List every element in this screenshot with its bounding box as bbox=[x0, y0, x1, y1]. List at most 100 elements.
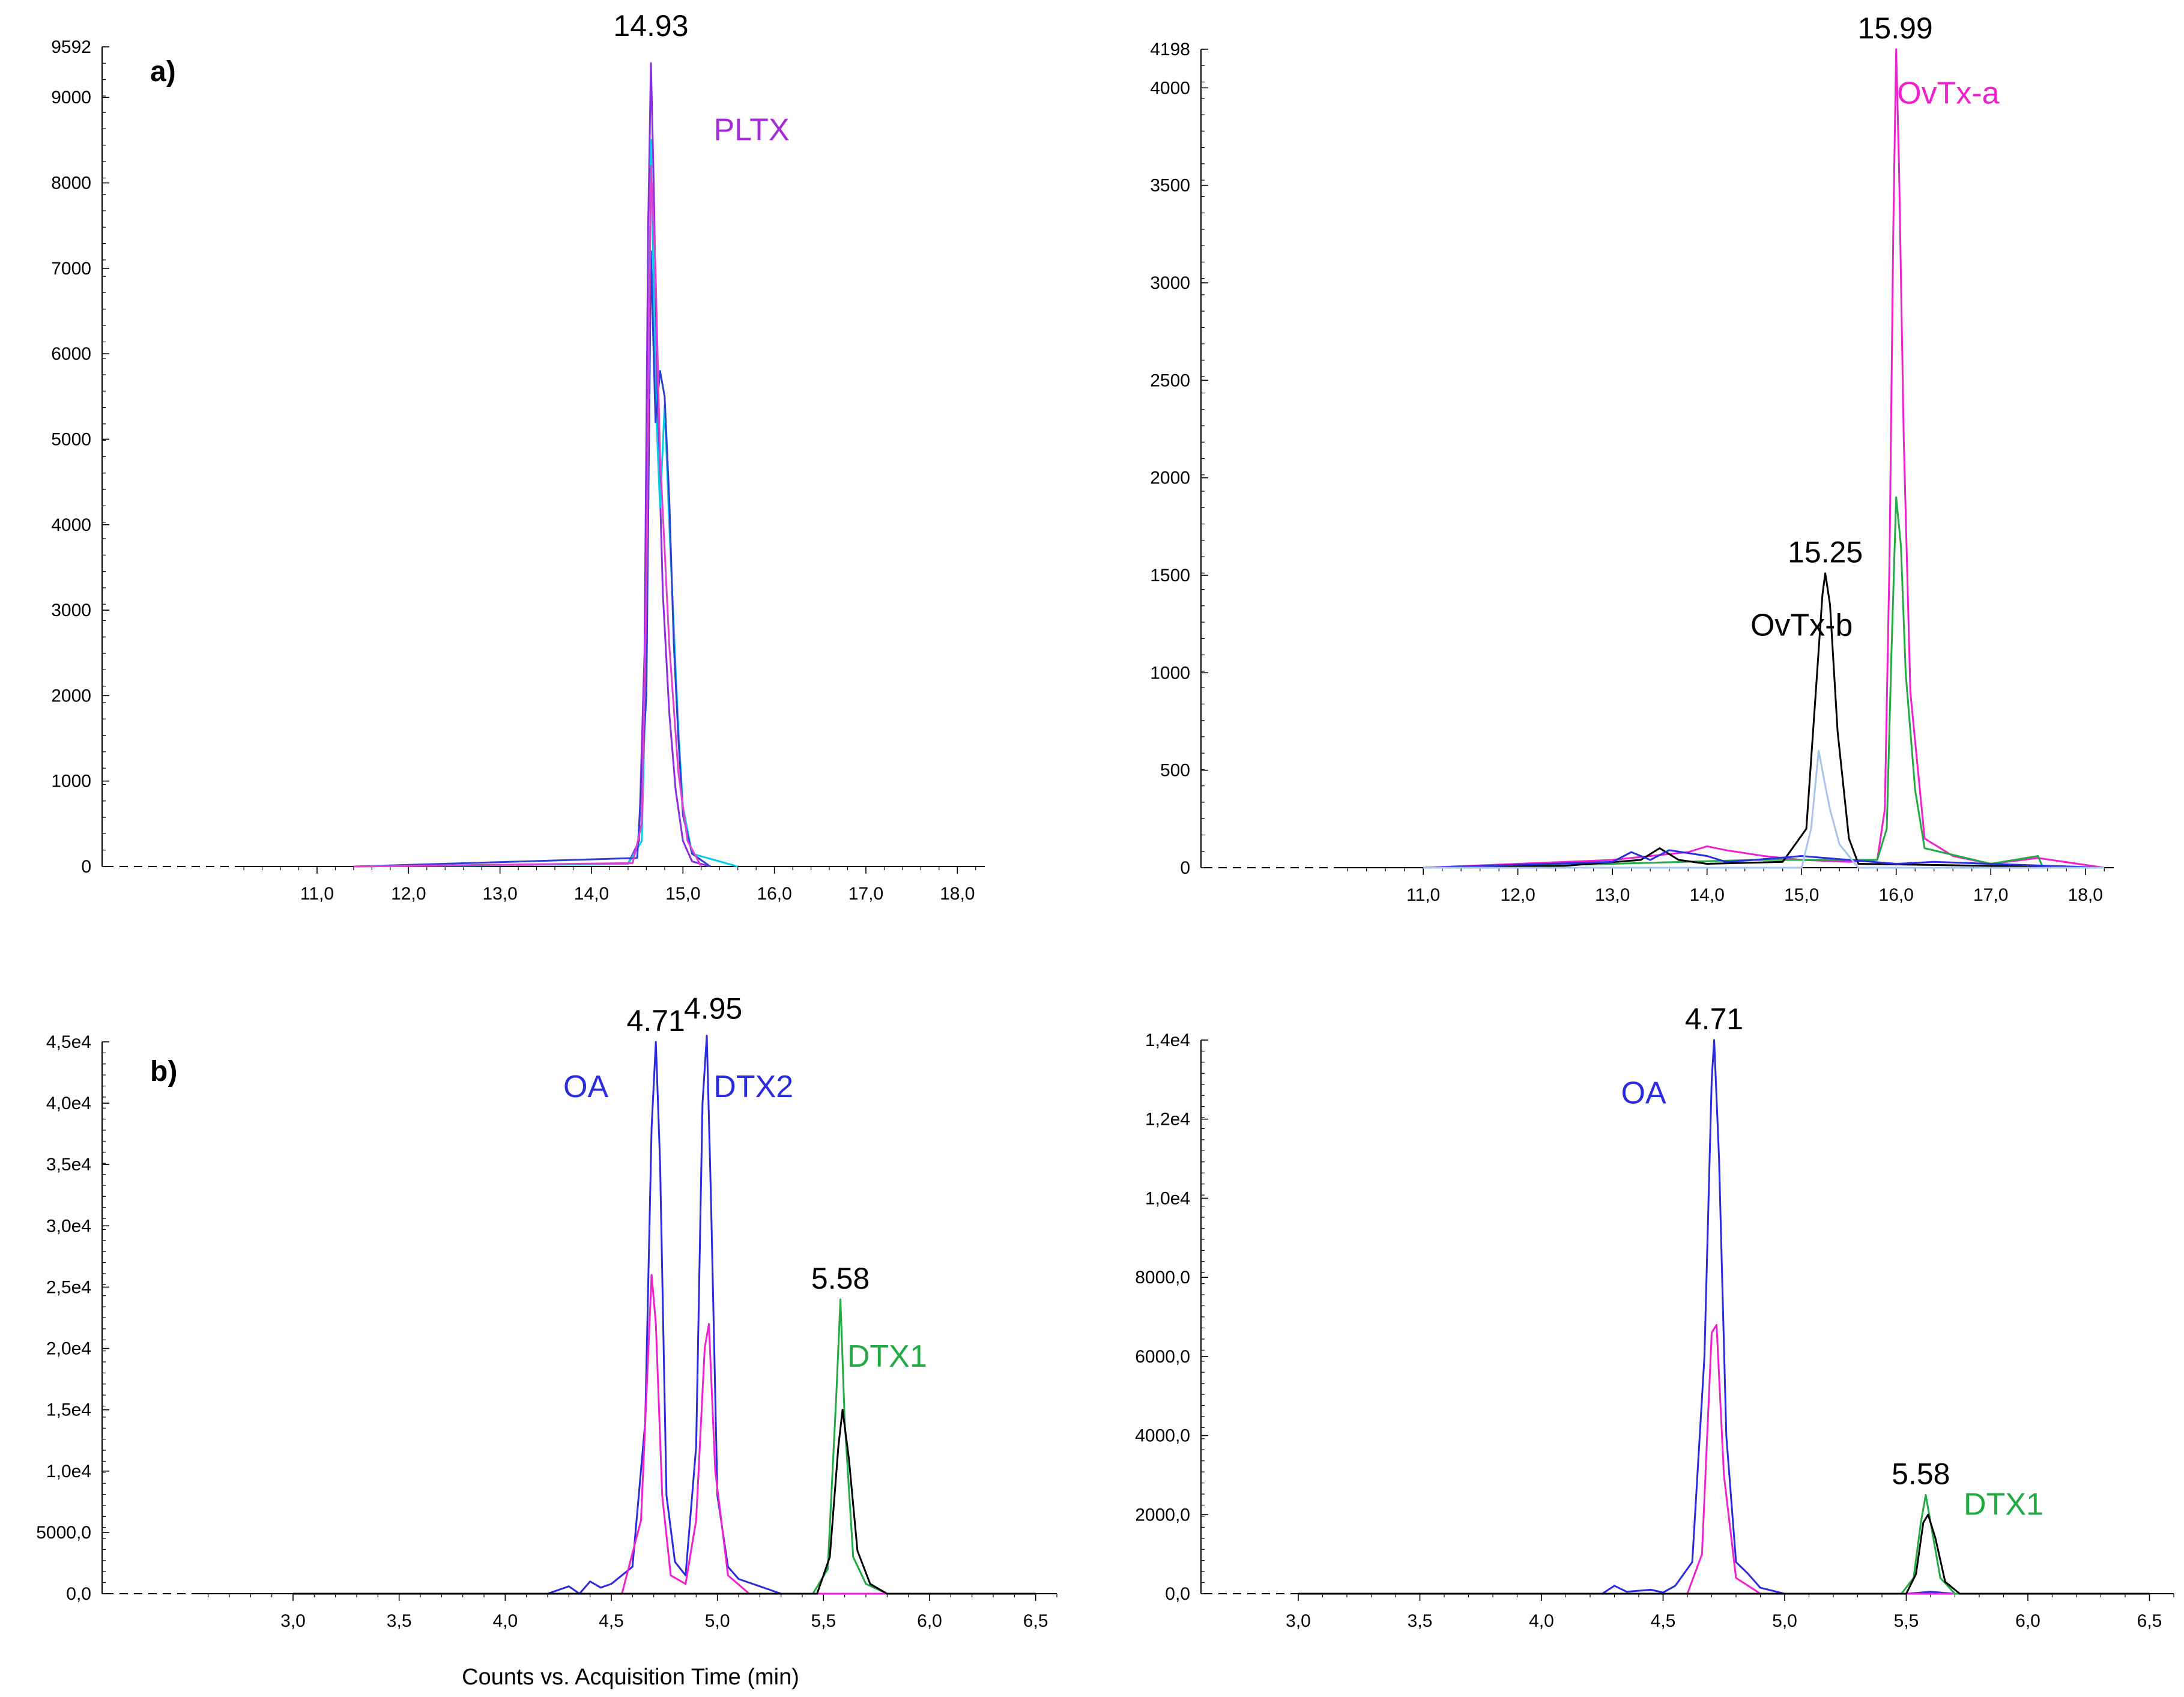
x-tick-label: 6,5 bbox=[2137, 1611, 2162, 1631]
x-tick-label: 15,0 bbox=[1784, 885, 1819, 905]
y-tick-label: 9592 bbox=[51, 37, 91, 57]
y-tick-label: 8000,0 bbox=[1135, 1268, 1190, 1287]
series-trace-4 bbox=[353, 165, 703, 868]
series-trace-1 bbox=[353, 62, 711, 868]
y-tick-label: 6000,0 bbox=[1135, 1347, 1190, 1367]
y-tick-label: 5000,0 bbox=[36, 1523, 91, 1543]
x-tick-label: 11,0 bbox=[300, 884, 334, 904]
y-tick-label: 1,2e4 bbox=[1145, 1110, 1190, 1130]
y-tick-label: 4000 bbox=[51, 515, 91, 535]
compound-label: DTX2 bbox=[713, 1069, 793, 1104]
y-tick-label: 3000 bbox=[51, 600, 91, 620]
series-trace-3 bbox=[353, 250, 711, 868]
peak-label: 4.95 bbox=[684, 992, 742, 1026]
x-tick-label: 5,0 bbox=[1772, 1611, 1797, 1631]
x-tick-label: 13,0 bbox=[482, 884, 517, 904]
y-tick-label: 0,0 bbox=[1165, 1584, 1190, 1604]
chart-panel-a-right: 0 500 1000 1500 2000 2500 3000 3500 4000 4198 11,0… bbox=[1150, 11, 2114, 905]
x-tick-label: 14,0 bbox=[574, 884, 609, 904]
x-tick-label: 3,0 bbox=[1286, 1611, 1311, 1631]
y-tick-label: 1000 bbox=[51, 772, 91, 791]
x-tick-label: 5,0 bbox=[705, 1611, 730, 1631]
compound-label: OA bbox=[1621, 1075, 1666, 1110]
x-tick-label: 6,0 bbox=[917, 1611, 942, 1631]
series-trace-2 bbox=[1423, 496, 2105, 869]
y-tick-label: 3,5e4 bbox=[46, 1155, 91, 1175]
x-tick-label: 4,0 bbox=[1529, 1611, 1554, 1631]
peak-label: 15.99 bbox=[1858, 11, 1933, 45]
y-tick-label: 1,4e4 bbox=[1145, 1030, 1190, 1050]
compound-label: OvTx-b bbox=[1750, 608, 1853, 643]
y-tick-label: 4,0e4 bbox=[46, 1094, 91, 1113]
chart-panel-a-left: 0 1000 2000 3000 4000 5000 6000 7000 8000 9000 959… bbox=[51, 9, 985, 904]
x-tick-label: 3,5 bbox=[1408, 1611, 1433, 1631]
y-tick-label: 3,0e4 bbox=[46, 1216, 91, 1236]
y-tick-label: 8000 bbox=[51, 174, 91, 193]
peak-label: 4.71 bbox=[627, 1004, 685, 1038]
x-tick-label: 13,0 bbox=[1595, 885, 1630, 905]
y-tick-label: 3000 bbox=[1150, 273, 1190, 293]
y-tick-label: 4000 bbox=[1150, 78, 1190, 98]
x-tick-label: 5,5 bbox=[1894, 1611, 1919, 1631]
y-tick-label: 0 bbox=[81, 857, 91, 877]
x-tick-label: 14,0 bbox=[1689, 885, 1724, 905]
series-trace-5 bbox=[1423, 749, 2105, 869]
y-tick-label: 1,0e4 bbox=[1145, 1188, 1190, 1208]
y-tick-label: 0 bbox=[1180, 858, 1190, 878]
series-trace-4 bbox=[293, 1409, 1036, 1595]
series-trace-3 bbox=[293, 1298, 1036, 1595]
chart-panel-b-left: 0,0 5000,0 1,0e4 1,5e4 2,0e4 2,5e4 3,0e4 3,5e4 4… bbox=[36, 992, 1057, 1631]
peak-label: 14.93 bbox=[613, 9, 688, 43]
y-tick-label: 2000 bbox=[1150, 468, 1190, 488]
compound-label: OA bbox=[563, 1069, 608, 1104]
x-tick-label: 12,0 bbox=[391, 884, 426, 904]
panel-label: b) bbox=[150, 1056, 177, 1087]
y-tick-label: 3500 bbox=[1150, 176, 1190, 196]
series-trace-2 bbox=[1298, 1323, 2150, 1595]
x-tick-label: 15,0 bbox=[665, 884, 700, 904]
x-tick-label: 17,0 bbox=[848, 884, 883, 904]
y-tick-label: 2500 bbox=[1150, 371, 1190, 390]
y-tick-label: 6000 bbox=[51, 344, 91, 364]
x-tick-label: 12,0 bbox=[1500, 885, 1535, 905]
series-trace-4 bbox=[1423, 849, 2105, 869]
compound-label: OvTx-a bbox=[1897, 76, 2000, 110]
peak-label: 15.25 bbox=[1788, 536, 1863, 569]
y-tick-label: 500 bbox=[1160, 761, 1190, 781]
y-tick-label: 2000,0 bbox=[1135, 1505, 1190, 1525]
x-tick-label: 16,0 bbox=[757, 884, 791, 904]
peak-label: 4.71 bbox=[1685, 1002, 1743, 1036]
series-trace-2 bbox=[293, 1274, 1036, 1595]
x-tick-label: 4,5 bbox=[1651, 1611, 1676, 1631]
x-tick-label: 11,0 bbox=[1406, 885, 1440, 905]
y-tick-label: 5000 bbox=[51, 429, 91, 449]
y-tick-label: 1500 bbox=[1150, 566, 1190, 585]
x-tick-label: 6,0 bbox=[2015, 1611, 2040, 1631]
peak-label: 5.58 bbox=[811, 1262, 870, 1295]
series-trace-1 bbox=[1423, 48, 2105, 869]
y-tick-label: 4,5e4 bbox=[46, 1032, 91, 1052]
y-tick-label: 1,0e4 bbox=[46, 1462, 91, 1481]
y-tick-label: 9000 bbox=[51, 88, 91, 107]
y-tick-label: 4198 bbox=[1150, 40, 1190, 59]
y-tick-label: 7000 bbox=[51, 259, 91, 279]
series-trace-4 bbox=[1298, 1513, 2150, 1595]
y-tick-label: 2,5e4 bbox=[46, 1277, 91, 1297]
x-tick-label: 4,0 bbox=[492, 1611, 518, 1631]
y-tick-label: 1,5e4 bbox=[46, 1400, 91, 1420]
x-tick-label: 3,0 bbox=[280, 1611, 306, 1631]
compound-label: PLTX bbox=[713, 112, 789, 147]
x-tick-label: 4,5 bbox=[599, 1611, 624, 1631]
x-tick-label: 17,0 bbox=[1973, 885, 2008, 905]
y-tick-label: 2000 bbox=[51, 686, 91, 706]
x-tick-label: 18,0 bbox=[940, 884, 975, 904]
series-trace-1 bbox=[293, 1035, 1036, 1595]
series-trace-3 bbox=[1298, 1493, 2150, 1595]
peak-label: 5.58 bbox=[1892, 1457, 1950, 1490]
series-trace-3 bbox=[1423, 572, 2105, 869]
x-tick-label: 6,5 bbox=[1023, 1611, 1048, 1631]
panel-label: a) bbox=[150, 56, 176, 88]
x-axis-title: Counts vs. Acquisition Time (min) bbox=[462, 1665, 799, 1690]
x-tick-label: 3,5 bbox=[387, 1611, 412, 1631]
